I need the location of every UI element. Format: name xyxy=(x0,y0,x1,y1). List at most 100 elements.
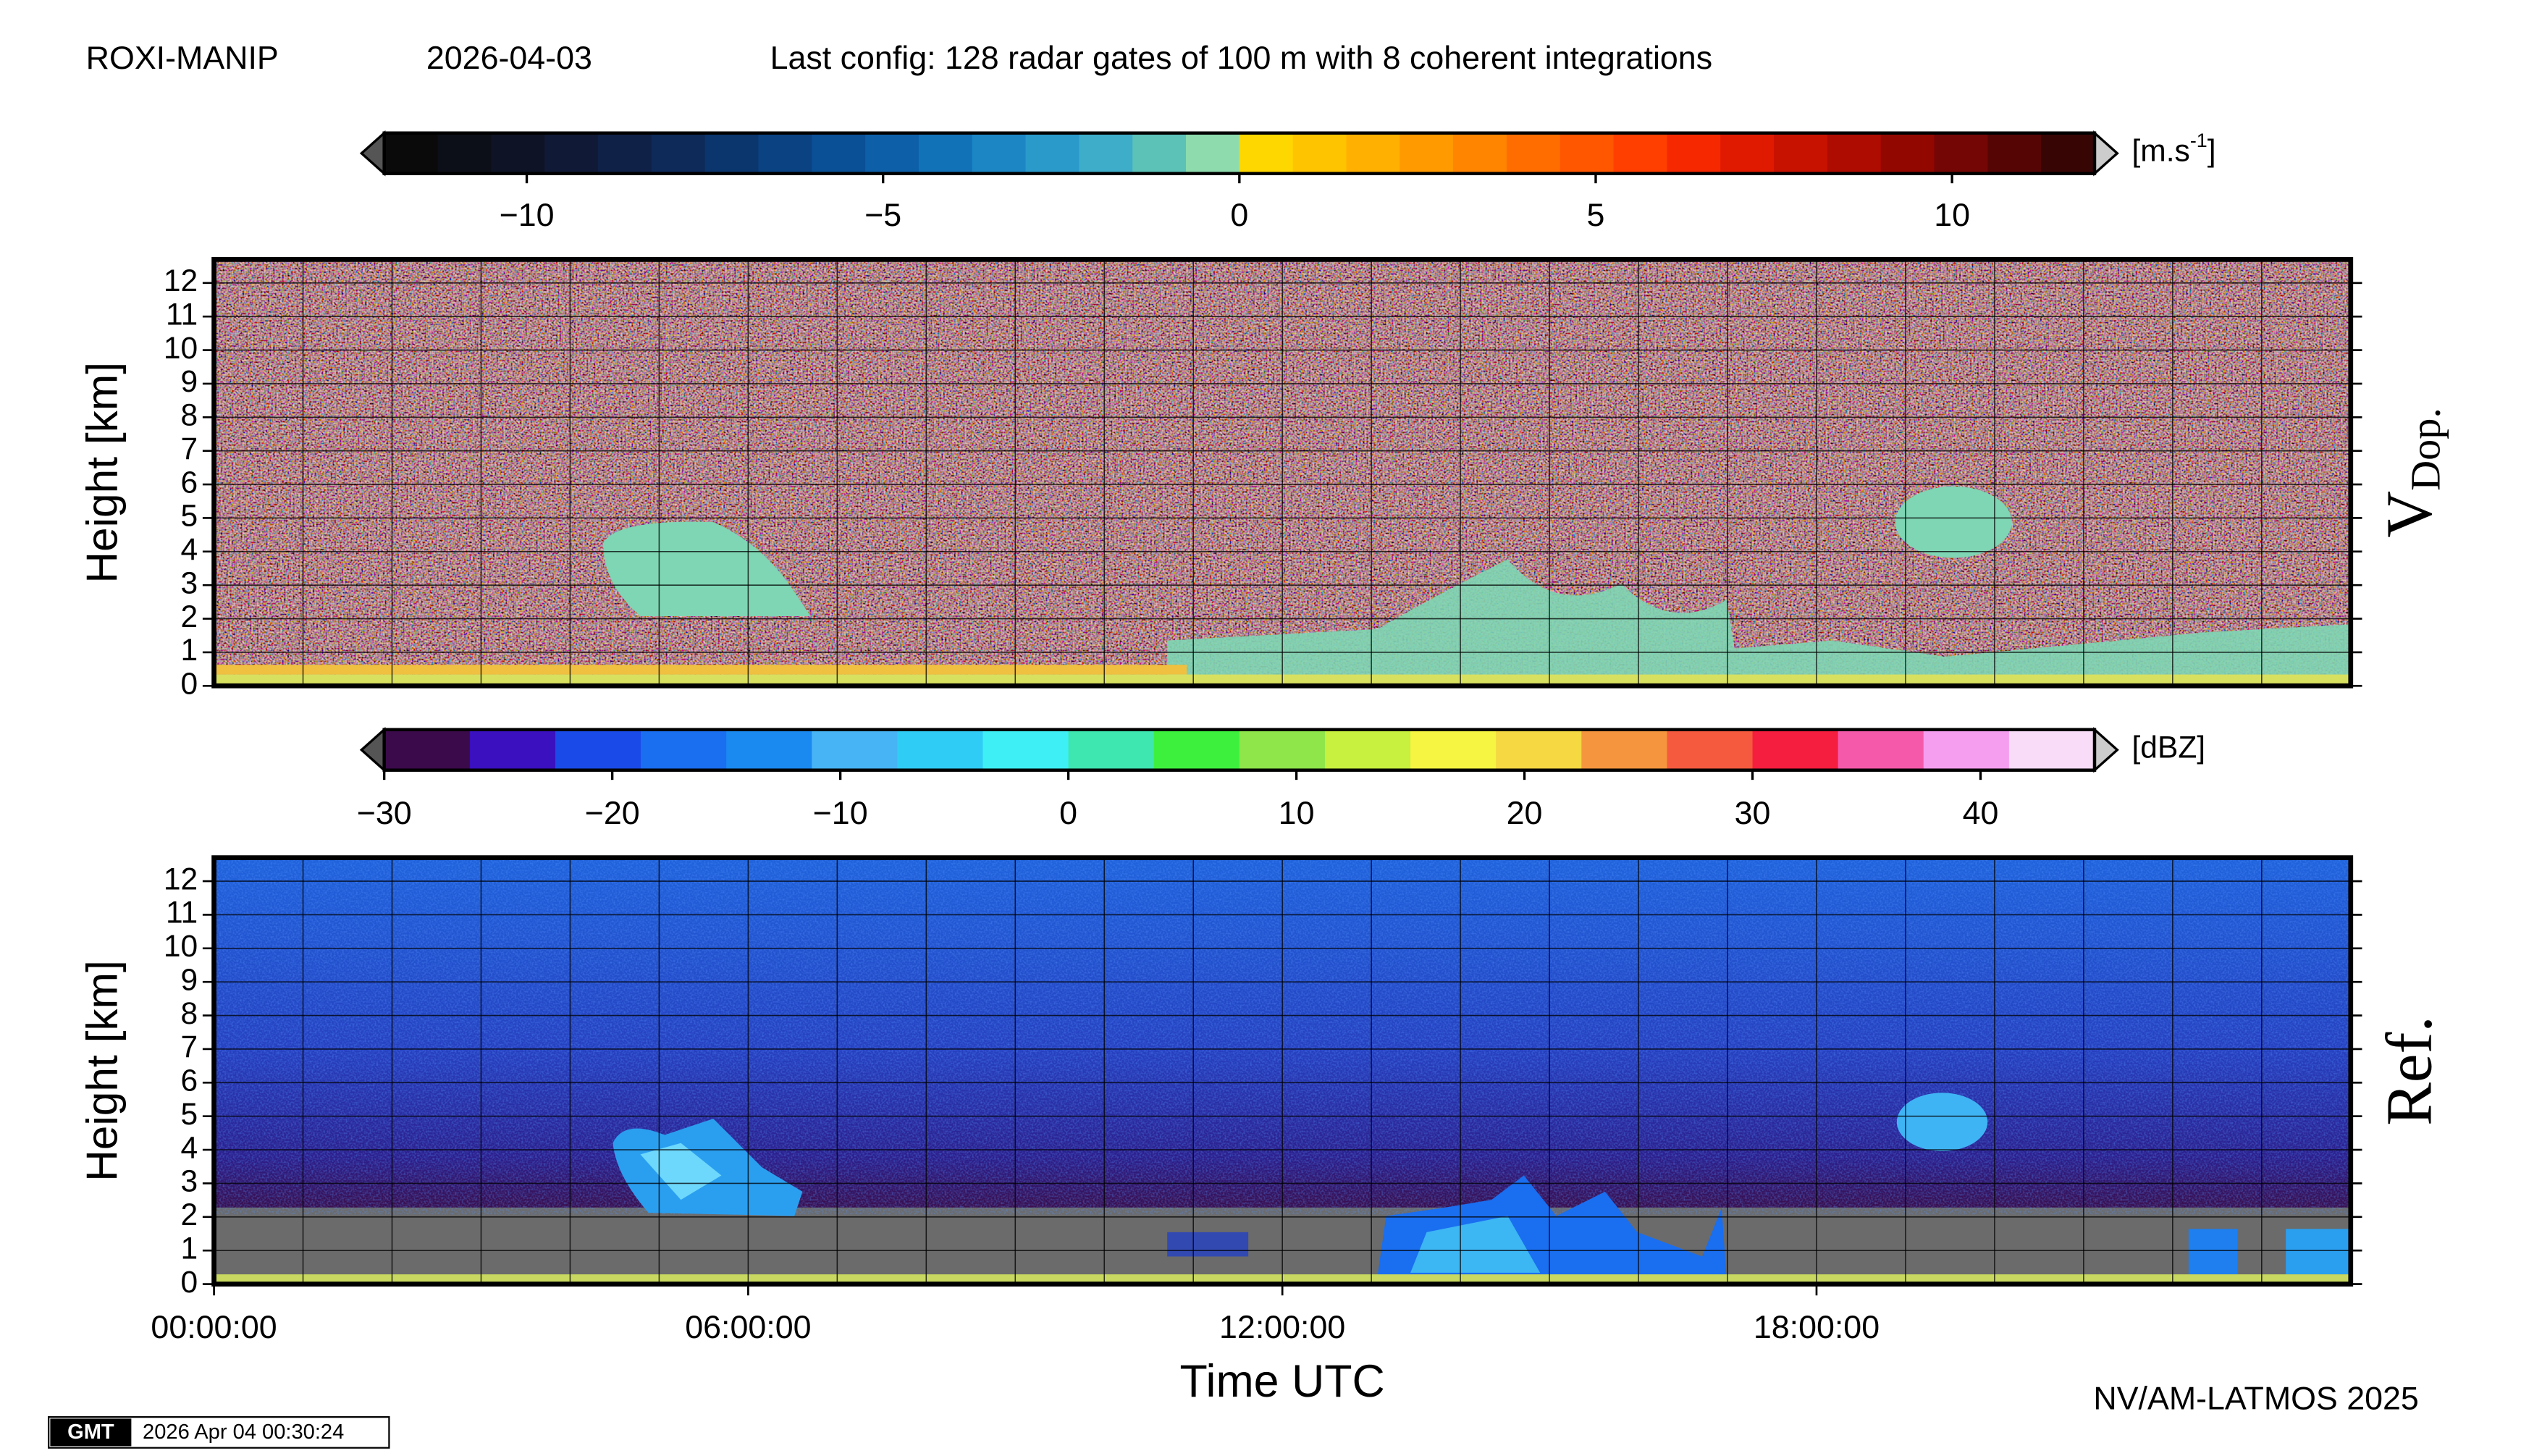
panel-label-main: V xyxy=(2373,491,2445,538)
colorbar-segment xyxy=(1613,132,1668,174)
colorbar-over xyxy=(2093,130,2119,177)
unit-text: [m.s xyxy=(2131,134,2189,169)
colorbar-segment xyxy=(1239,132,1294,174)
colorbar-tick-label: −5 xyxy=(864,197,901,233)
y-tick-label: 3 xyxy=(181,1164,198,1199)
colorbar-segment xyxy=(1923,729,2010,770)
y-tick-label: 5 xyxy=(181,499,198,534)
y-tick-label: 11 xyxy=(166,896,198,930)
colorbar-segment xyxy=(1496,729,1583,770)
colorbar-segment xyxy=(555,729,641,770)
colorbar-unit: [m.s-1] xyxy=(2131,130,2215,169)
colorbar-tick-label: 10 xyxy=(1934,197,1970,233)
x-tick-label: 18:00:00 xyxy=(1754,1309,1880,1345)
unit-text: [dBZ] xyxy=(2131,731,2205,765)
colorbar-segment xyxy=(897,729,984,770)
y-tick-label: 9 xyxy=(181,364,198,399)
y-tick-label: 6 xyxy=(181,1064,198,1098)
y-tick-label: 4 xyxy=(181,1130,198,1165)
colorbar-segment xyxy=(726,729,813,770)
y-tick-label: 1 xyxy=(181,1231,198,1266)
colorbar-segment xyxy=(1153,729,1240,770)
y-tick-label: 1 xyxy=(181,633,198,668)
colorbar-segment xyxy=(1324,729,1411,770)
colorbar-segment xyxy=(1934,132,1989,174)
y-tick-label: 11 xyxy=(166,297,198,332)
unit-end: ] xyxy=(2208,134,2216,169)
colorbar-segment xyxy=(1453,132,1507,174)
colorbar-tick-label: 0 xyxy=(1059,795,1077,831)
colorbar-segment xyxy=(1838,729,1924,770)
logo-box xyxy=(50,1418,132,1447)
colorbar-segment xyxy=(865,132,919,174)
y-tick-label: 6 xyxy=(181,465,198,500)
y-axis-label: Height [km] xyxy=(77,362,127,584)
y-tick-label: 4 xyxy=(181,532,198,567)
colorbar-segment xyxy=(1667,729,1754,770)
colorbar-segment xyxy=(1581,729,1668,770)
colorbar-segment xyxy=(1752,729,1839,770)
panel-frame xyxy=(211,257,2354,689)
colorbar-segment xyxy=(651,132,706,174)
y-tick-label: 12 xyxy=(164,862,198,896)
colorbar-segment xyxy=(1186,132,1240,174)
colorbar-segment xyxy=(812,132,866,174)
y-tick-label: 3 xyxy=(181,565,198,600)
colorbar-segment xyxy=(1068,729,1155,770)
colorbar-segment xyxy=(1987,132,2042,174)
y-tick-label: 0 xyxy=(181,1265,198,1300)
y-tick-label: 7 xyxy=(181,432,198,466)
colorbar-unit: [dBZ] xyxy=(2131,731,2205,765)
panel-label: Ref. xyxy=(2373,1016,2445,1126)
station: ROXI-MANIP xyxy=(86,40,279,76)
y-tick-label: 5 xyxy=(181,1097,198,1132)
y-tick-label: 8 xyxy=(181,996,198,1031)
colorbar-segment xyxy=(1079,132,1134,174)
colorbar-segment xyxy=(1239,729,1326,770)
y-axis-label: Height [km] xyxy=(77,960,127,1182)
colorbar-segment xyxy=(758,132,813,174)
colorbar-segment xyxy=(1400,132,1455,174)
x-tick-label: 06:00:00 xyxy=(685,1309,811,1345)
colorbar-tick-label: −10 xyxy=(813,795,868,831)
y-tick-label: 10 xyxy=(164,331,198,366)
colorbar-under xyxy=(359,726,386,773)
colorbar-segment xyxy=(437,132,492,174)
colorbar-segment xyxy=(982,729,1069,770)
logo: GMT xyxy=(67,1421,114,1444)
colorbar-segment xyxy=(384,729,471,770)
y-tick-label: 2 xyxy=(181,599,198,634)
panel-label-sub: Dop. xyxy=(2402,408,2449,491)
colorbar-segment xyxy=(384,132,439,174)
x-tick-label: 00:00:00 xyxy=(151,1309,277,1345)
y-tick-label: 0 xyxy=(181,667,198,702)
colorbar-under xyxy=(359,130,386,177)
colorbar-over xyxy=(2093,726,2119,773)
colorbar-frame xyxy=(382,728,2097,772)
colorbar-tick-label: 10 xyxy=(1279,795,1315,831)
colorbar-segment xyxy=(1774,132,1828,174)
y-tick-label: 2 xyxy=(181,1198,198,1232)
colorbar-segment xyxy=(544,132,599,174)
colorbar-segment xyxy=(2041,132,2095,174)
colorbar-segment xyxy=(1506,132,1561,174)
x-tick-label: 12:00:00 xyxy=(1219,1309,1345,1345)
y-tick-label: 7 xyxy=(181,1030,198,1064)
y-tick-label: 12 xyxy=(164,264,198,298)
colorbar-segment xyxy=(491,132,546,174)
colorbar-segment xyxy=(1560,132,1615,174)
colorbar-segment xyxy=(1132,132,1187,174)
colorbar-segment xyxy=(1346,132,1401,174)
colorbar-segment xyxy=(918,132,973,174)
colorbar-segment xyxy=(1667,132,1722,174)
y-tick-label: 10 xyxy=(164,929,198,964)
colorbar-segment xyxy=(469,729,556,770)
colorbar-segment xyxy=(1025,132,1080,174)
colorbar-segment xyxy=(812,729,898,770)
config: Last config: 128 radar gates of 100 m wi… xyxy=(770,40,1712,76)
y-tick-label: 8 xyxy=(181,398,198,433)
colorbar-tick-label: −20 xyxy=(585,795,640,831)
colorbar-segment xyxy=(1410,729,1497,770)
colorbar-segment xyxy=(597,132,652,174)
